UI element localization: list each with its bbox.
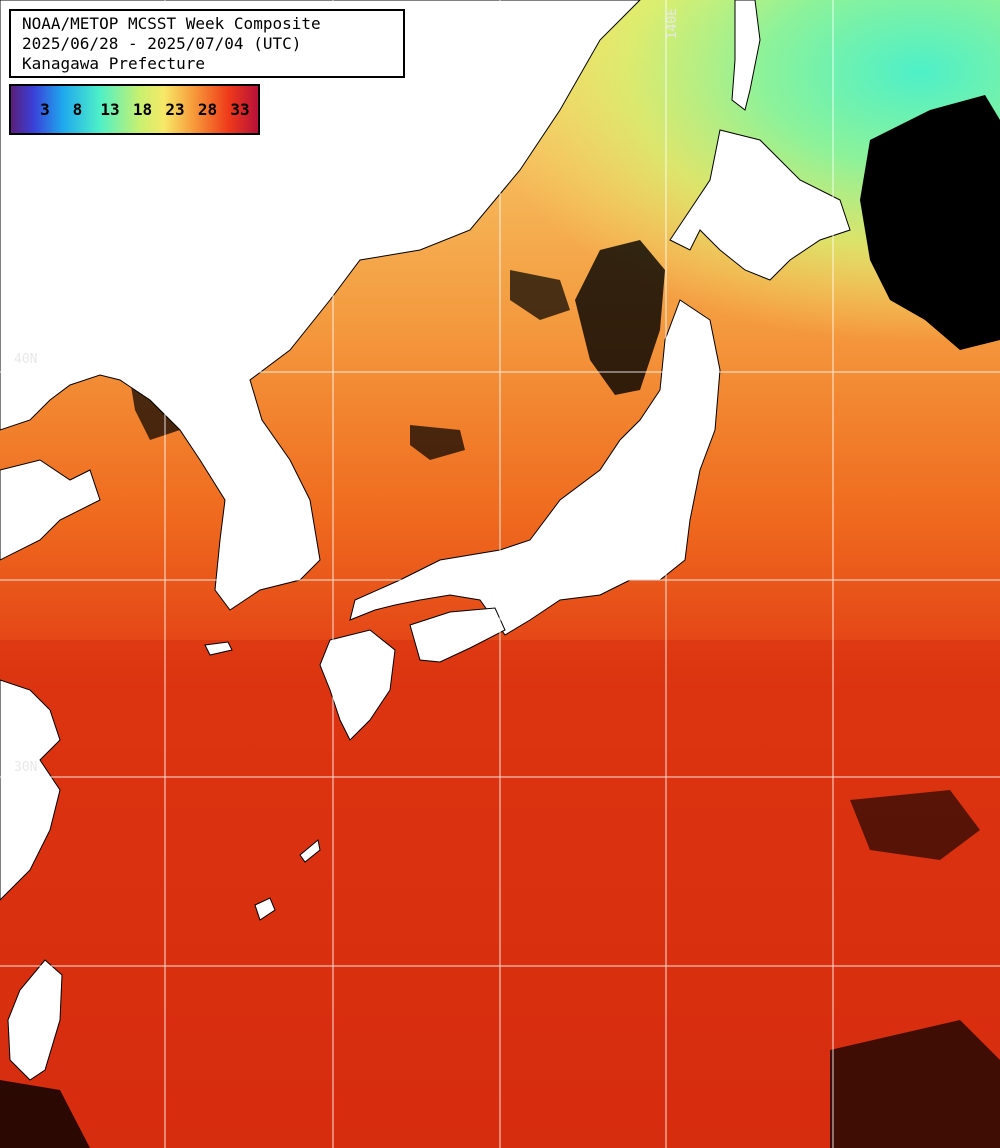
- land-hokkaido: [669, 129, 851, 281]
- legend-tick-33: 33: [230, 100, 250, 119]
- legend-tick-28: 28: [197, 100, 218, 119]
- legend-tick-23: 23: [165, 100, 185, 119]
- land: [0, 0, 851, 1081]
- legend-tick-13: 13: [100, 100, 120, 119]
- land-kyushu: [319, 629, 396, 741]
- land-jeju: [204, 641, 233, 656]
- land-honshu: [349, 299, 721, 636]
- lat-label-30n: 30N: [14, 760, 38, 775]
- land-china-east: [0, 679, 61, 901]
- temperature-color-legend: 3 8 13 18 23 28 33: [9, 84, 260, 135]
- lon-label-140e: 140E: [665, 8, 680, 40]
- cloud-cover: [0, 95, 1000, 1148]
- land-shikoku: [409, 607, 506, 663]
- land-china-north: [0, 459, 101, 561]
- lat-label-40n: 40N: [14, 352, 38, 367]
- map-title-box: NOAA/METOP MCSST Week Composite 2025/06/…: [9, 9, 405, 78]
- land-sakhalin: [731, 0, 761, 111]
- title-line-product: NOAA/METOP MCSST Week Composite: [22, 14, 321, 33]
- legend-tick-8: 8: [72, 100, 83, 119]
- land-taiwan: [7, 959, 63, 1081]
- legend-tick-18: 18: [132, 100, 153, 119]
- title-line-region: Kanagawa Prefecture: [22, 54, 206, 73]
- land-island-2: [299, 839, 321, 863]
- land-island-1: [254, 897, 276, 921]
- legend-ticks: 3 8 13 18 23 28 33: [11, 100, 258, 122]
- legend-tick-3: 3: [40, 100, 50, 119]
- title-line-date-range: 2025/06/28 - 2025/07/04 (UTC): [22, 34, 302, 53]
